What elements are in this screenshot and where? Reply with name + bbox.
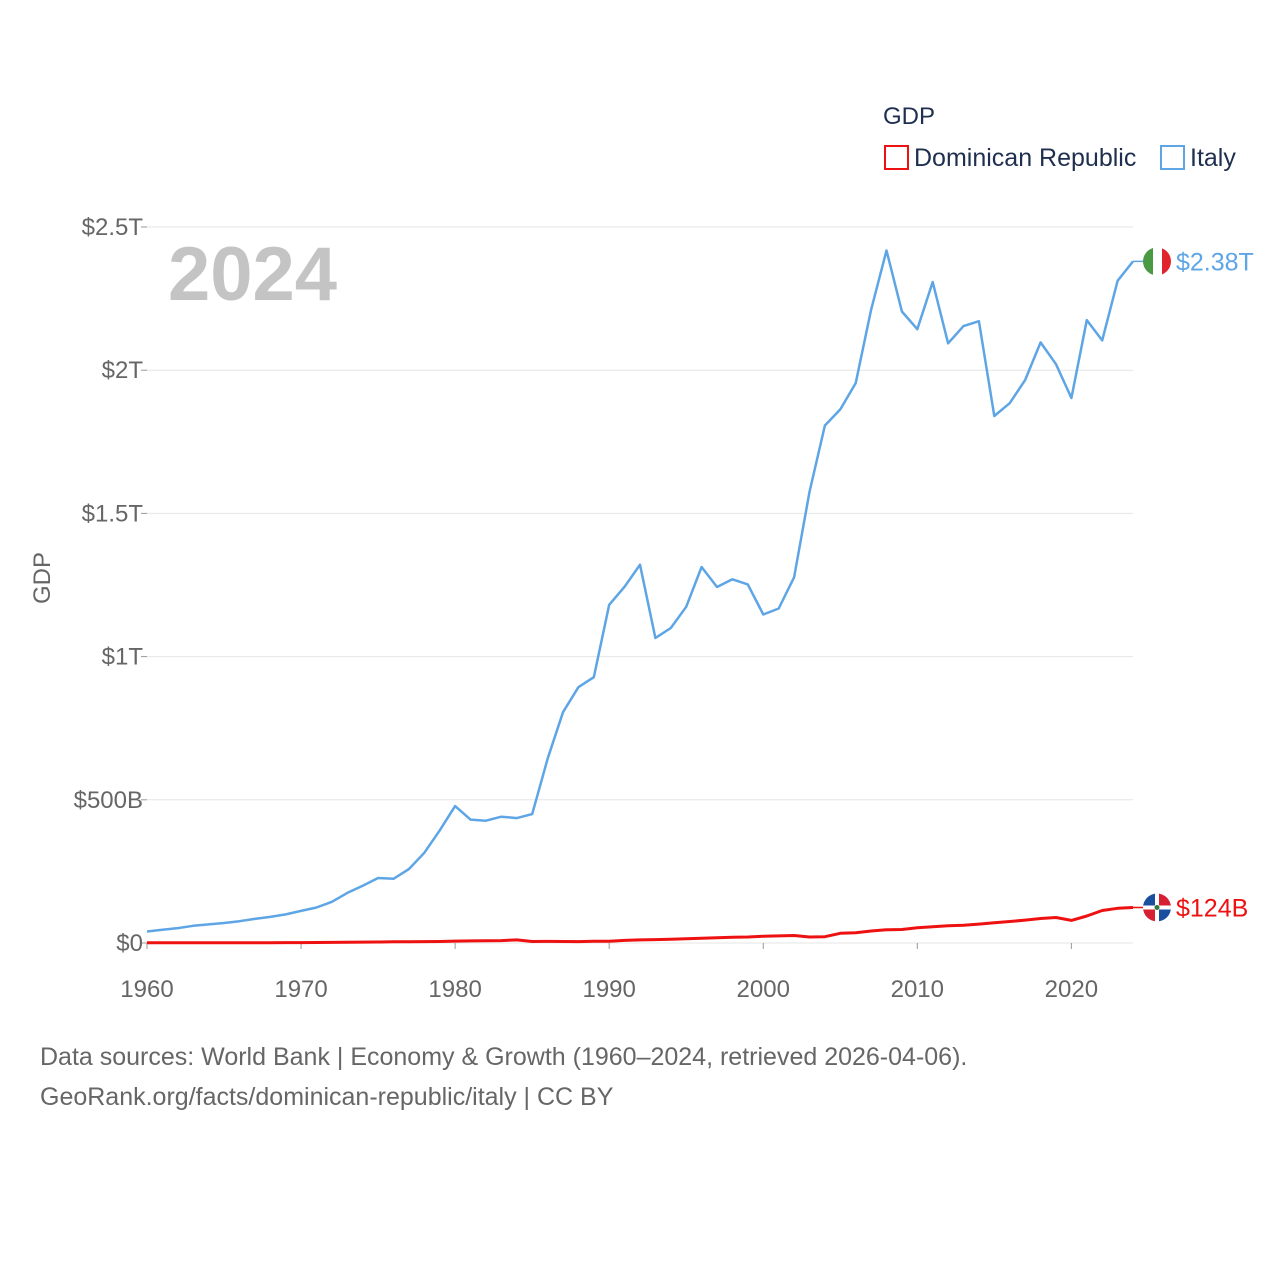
year-label: 2024 — [168, 232, 337, 317]
footer-link[interactable]: GeoRank.org/facts/dominican-republic/ita… — [40, 1083, 614, 1111]
y-tick-label: $1T — [102, 644, 144, 671]
italy-flag-icon — [1143, 247, 1171, 276]
y-tick-label: $500B — [74, 787, 143, 814]
x-tick-label: 1960 — [120, 976, 173, 1003]
x-tick-label: 2020 — [1045, 976, 1098, 1003]
x-tick-label: 2000 — [737, 976, 790, 1003]
legend-swatch-dominican-republic[interactable] — [884, 145, 909, 170]
y-tick-label: $2T — [102, 357, 144, 384]
x-tick-label: 1980 — [428, 976, 481, 1003]
legend-title: GDP — [883, 103, 935, 130]
legend-label-dominican-republic[interactable]: Dominican Republic — [914, 144, 1136, 172]
series-line-dominican-republic[interactable] — [147, 906, 1134, 945]
italy-end-value-label: $2.38T — [1176, 248, 1254, 276]
legend: GDP Dominican Republic Italy — [883, 103, 1236, 172]
gridlines — [147, 226, 1133, 944]
dominican-republic-flag-icon — [1143, 893, 1171, 922]
series-lines — [146, 249, 1143, 945]
legend-label-italy[interactable]: Italy — [1190, 144, 1236, 172]
x-tick-label: 1990 — [582, 976, 635, 1003]
x-axis-ticks: 1960 1970 1980 1990 2000 2010 2020 — [120, 943, 1098, 1003]
dominican-republic-end-value-label: $124B — [1176, 895, 1248, 923]
y-tick-label: $0 — [116, 930, 143, 957]
legend-swatch-italy[interactable] — [1160, 145, 1185, 170]
x-tick-label: 2010 — [891, 976, 944, 1003]
series-line-italy[interactable] — [146, 249, 1134, 933]
y-axis-ticks: $0 $500B $1T $1.5T $2T $2.5T — [74, 214, 147, 957]
footer-sources: Data sources: World Bank | Economy & Gro… — [40, 1043, 968, 1071]
x-tick-label: 1970 — [274, 976, 327, 1003]
y-tick-label: $2.5T — [82, 214, 144, 241]
y-tick-label: $1.5T — [82, 500, 144, 527]
y-axis-title: GDP — [29, 552, 56, 604]
